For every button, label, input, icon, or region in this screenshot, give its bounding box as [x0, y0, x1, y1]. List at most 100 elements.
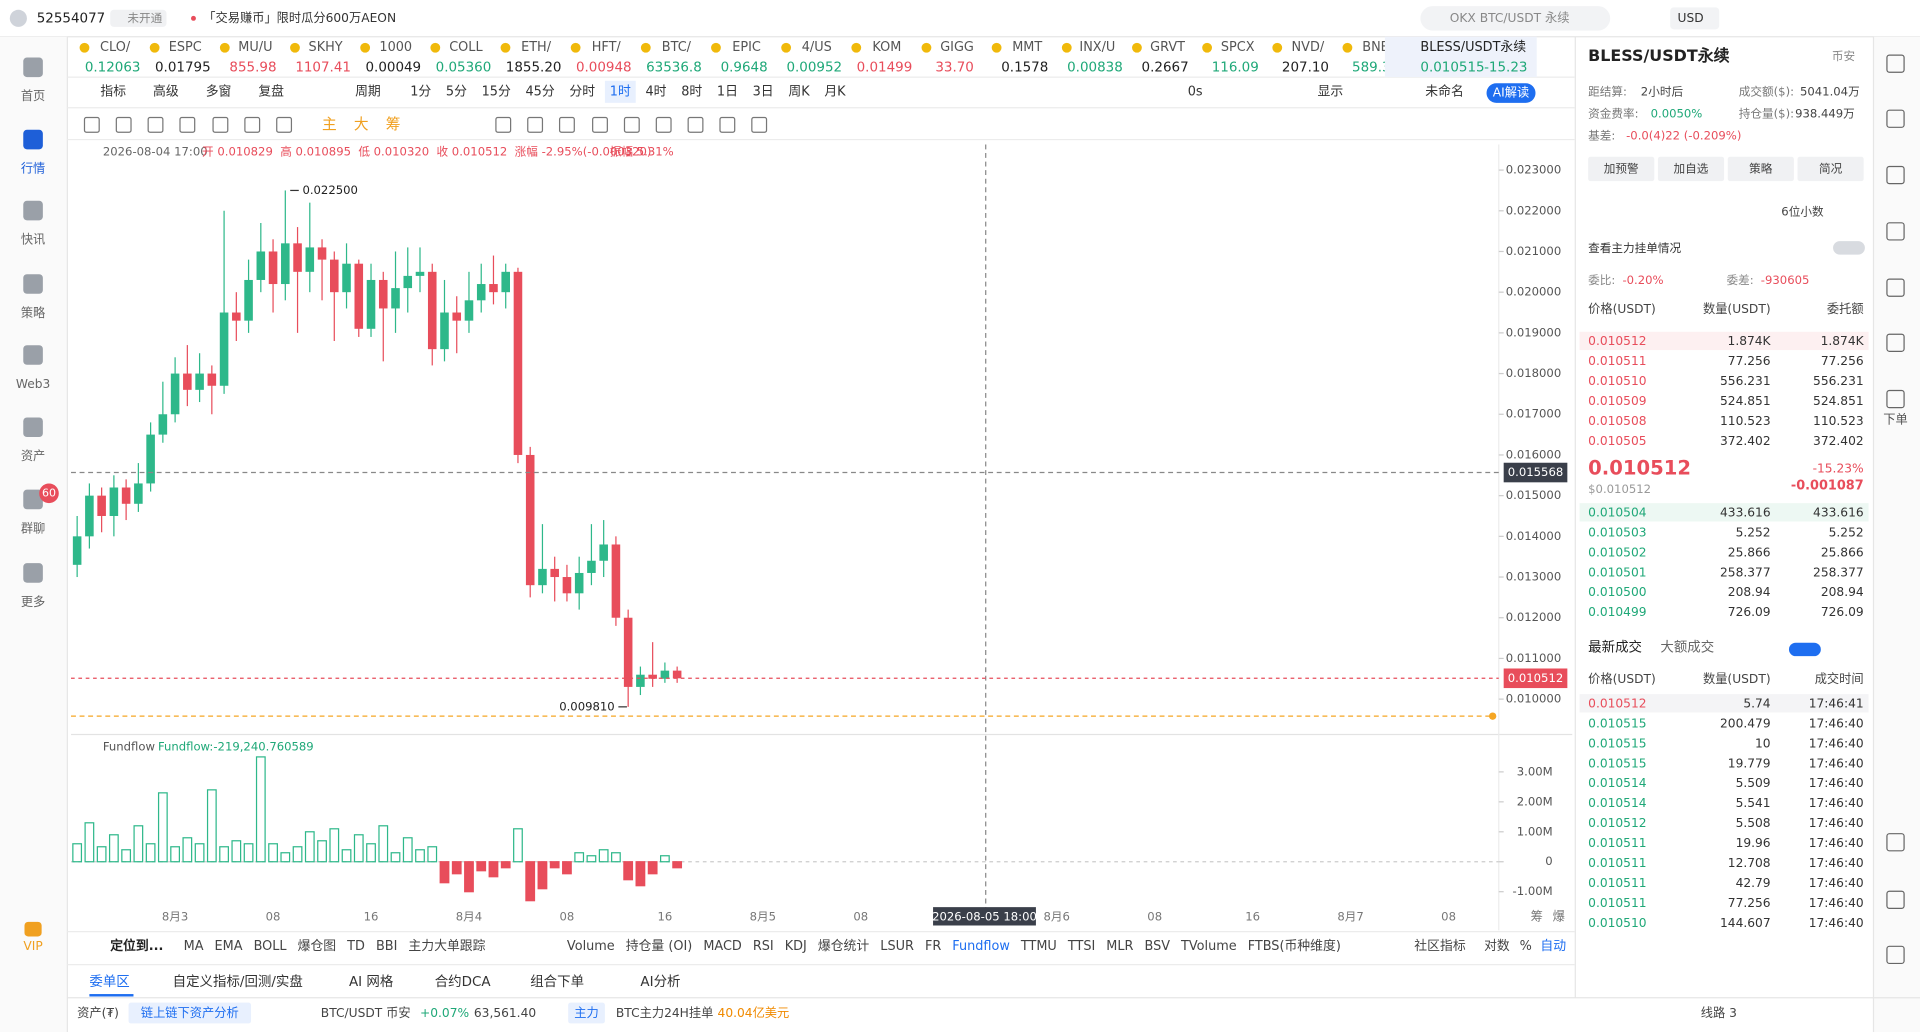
ticker-symbol[interactable]: COLL — [449, 40, 483, 55]
period-button[interactable]: 1分 — [410, 84, 431, 99]
indicator[interactable]: TVolume — [1180, 939, 1237, 954]
indicator[interactable]: 持仓量 (OI) — [626, 939, 693, 954]
nav-item[interactable]: 群聊 — [21, 521, 45, 535]
ticker-symbol[interactable]: ETH/ — [521, 40, 552, 55]
panel-button-label[interactable]: 加预警 — [1604, 161, 1639, 175]
ticker-price[interactable]: 0.2667 — [1142, 60, 1189, 75]
period-button[interactable]: 4时 — [646, 84, 667, 99]
nav-item[interactable]: 策略 — [21, 305, 46, 320]
trade-tab[interactable]: 大额成交 — [1660, 639, 1714, 656]
indicator[interactable]: MLR — [1106, 939, 1133, 954]
period-button[interactable]: 45分 — [526, 84, 555, 99]
draw-tool[interactable] — [558, 116, 575, 133]
ticker-symbol[interactable]: EPIC — [732, 40, 761, 55]
nav-item[interactable]: 资产 — [21, 449, 45, 463]
countdown[interactable]: 0s — [1188, 84, 1203, 99]
ticker-symbol[interactable]: NVD/ — [1292, 40, 1325, 55]
ticker-price[interactable]: 0.12063 — [85, 60, 141, 75]
toolbar-button[interactable]: 多窗 — [206, 83, 232, 99]
bottom-tab[interactable]: 自定义指标/回测/实盘 — [173, 973, 303, 990]
ticker-price[interactable]: 0.00948 — [576, 60, 632, 75]
nav-icon[interactable] — [23, 489, 43, 510]
ticker-price[interactable]: 0.01499 — [857, 60, 913, 75]
draw-tool[interactable] — [751, 116, 768, 133]
indicator[interactable]: KDJ — [785, 939, 807, 954]
currency-select[interactable] — [1670, 7, 1720, 30]
period-button[interactable]: 5分 — [446, 84, 467, 99]
active-tab[interactable] — [1384, 36, 1537, 78]
indicator-option[interactable]: 自动 — [1540, 939, 1566, 954]
indicator-option[interactable]: 对数 — [1484, 939, 1510, 954]
panel-button[interactable] — [1797, 156, 1864, 182]
indicator[interactable]: LSUR — [880, 939, 914, 954]
indicator[interactable]: TD — [346, 939, 365, 954]
nav-item[interactable]: 行情 — [21, 161, 45, 175]
ticker-price[interactable]: 0.00838 — [1067, 60, 1123, 75]
indicator[interactable]: BOLL — [254, 939, 288, 954]
indicator[interactable]: MA — [184, 939, 204, 954]
draw-tool[interactable] — [83, 116, 100, 133]
draw-tool[interactable] — [623, 116, 640, 133]
ticker-symbol[interactable]: BTC/ — [662, 40, 692, 55]
vip[interactable]: VIP — [23, 939, 42, 953]
trade-toggle[interactable] — [1788, 642, 1821, 657]
nav-icon[interactable] — [23, 563, 43, 583]
draw-tool[interactable] — [687, 116, 704, 133]
ticker-symbol[interactable]: SPCX — [1221, 40, 1255, 55]
period-button[interactable]: 周K — [788, 84, 810, 99]
tool-icon[interactable] — [1886, 389, 1905, 409]
ticker-price[interactable]: 855.98 — [229, 60, 276, 75]
bottom-tab[interactable]: 组合下单 — [530, 974, 584, 990]
ticker-symbol[interactable]: INX/U — [1079, 40, 1115, 55]
ticker-price[interactable]: 0.1578 — [1001, 60, 1048, 75]
ticker-symbol[interactable]: GIGG — [940, 40, 974, 55]
panel-button-label[interactable]: 加自选 — [1674, 161, 1709, 175]
period-label[interactable]: 周期 — [355, 84, 381, 99]
nav-icon[interactable] — [23, 200, 43, 221]
period-active[interactable] — [604, 80, 636, 103]
order-button[interactable]: 下单 — [1883, 412, 1907, 426]
toolbar-button[interactable]: 复盘 — [258, 83, 284, 99]
indicator-option[interactable]: % — [1520, 939, 1532, 954]
bottom-tab[interactable]: 合约DCA — [435, 974, 492, 990]
currency[interactable]: USD — [1678, 11, 1704, 25]
bottom-tab[interactable]: AI分析 — [640, 974, 680, 990]
locate-button[interactable]: 定位到... — [110, 938, 163, 954]
ticker-price[interactable]: 0.00049 — [365, 60, 421, 75]
ai-button[interactable] — [1486, 83, 1536, 103]
tool-icon[interactable] — [1886, 165, 1905, 185]
ticker-symbol[interactable]: GRVT — [1150, 40, 1185, 55]
tool-icon[interactable] — [1886, 890, 1905, 909]
ticker-price[interactable]: 0.9648 — [721, 60, 768, 75]
ticker-symbol[interactable]: CLO/ — [100, 40, 131, 55]
ticker-price[interactable]: 0.00952 — [786, 60, 842, 75]
ticker-price[interactable]: 33.70 — [935, 60, 974, 75]
toggle[interactable] — [1833, 241, 1865, 255]
draw-tool[interactable] — [147, 116, 164, 133]
period-button[interactable]: 15分 — [482, 84, 511, 99]
indicator[interactable]: BBI — [376, 939, 397, 954]
ticker-symbol[interactable]: MMT — [1012, 40, 1042, 55]
ticker-symbol[interactable]: ESPC — [169, 40, 202, 55]
analysis-link[interactable]: 链上链下资产分析 — [141, 1005, 239, 1020]
bottom-tab[interactable]: 委单区 — [89, 974, 129, 990]
nav-item[interactable]: 首页 — [21, 89, 45, 103]
draw-tool-label[interactable]: 主 — [322, 116, 337, 133]
tool-icon[interactable] — [1886, 945, 1905, 965]
promo-link[interactable]: 「交易赚币」限时瓜分600万AEON — [203, 10, 396, 25]
nav-item[interactable]: 更多 — [21, 595, 45, 609]
indicator-option[interactable]: 社区指标 — [1414, 938, 1466, 954]
nav-item[interactable]: Web3 — [16, 377, 50, 391]
period-button[interactable]: 分时 — [569, 84, 595, 99]
indicator[interactable]: TTMU — [1020, 939, 1057, 954]
nav-icon[interactable] — [23, 345, 43, 365]
nav-item[interactable]: 快讯 — [21, 232, 45, 246]
main-orders-link[interactable]: 查看主力挂单情况 — [1588, 241, 1681, 255]
panel-button[interactable] — [1727, 156, 1794, 182]
indicator[interactable]: Volume — [567, 939, 615, 954]
ticker-price[interactable]: 0.01795 — [155, 60, 211, 75]
draw-tool[interactable] — [592, 116, 608, 133]
draw-tool[interactable] — [276, 116, 293, 133]
ticker-symbol[interactable]: HFT/ — [592, 40, 622, 55]
ticker-symbol[interactable]: 4/US — [802, 40, 832, 55]
